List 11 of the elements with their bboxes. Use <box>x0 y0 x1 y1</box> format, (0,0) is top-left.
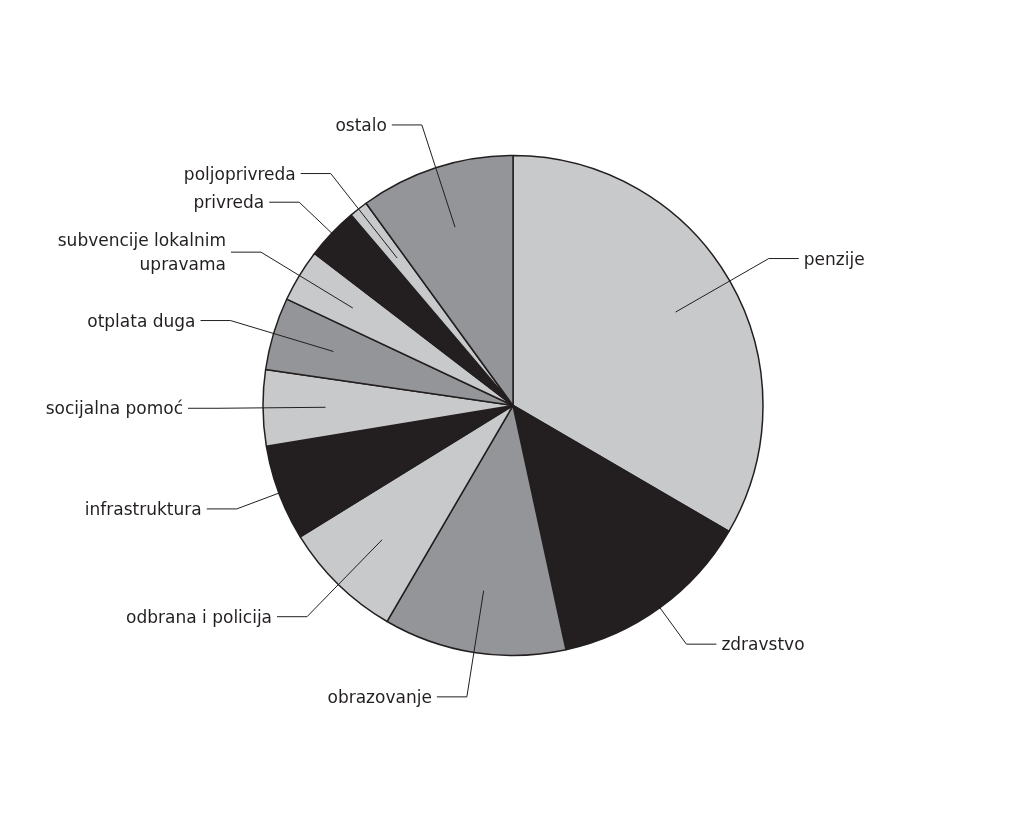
slice-label: infrastruktura <box>84 498 202 519</box>
slice-label: socijalna pomoć <box>45 398 184 419</box>
slice-label: penzije <box>803 248 865 269</box>
slice-label: zdravstvo <box>721 634 805 655</box>
slice-label: subvencije lokalnim upravama <box>57 230 226 275</box>
slice-label: poljoprivreda <box>183 163 296 184</box>
slice-label: privreda <box>193 192 265 213</box>
slice-label: otplata duga <box>87 310 196 331</box>
slice-label: odbrana i policija <box>126 606 273 627</box>
slice-label: ostalo <box>335 114 387 135</box>
slice-label: obrazovanje <box>327 686 432 707</box>
